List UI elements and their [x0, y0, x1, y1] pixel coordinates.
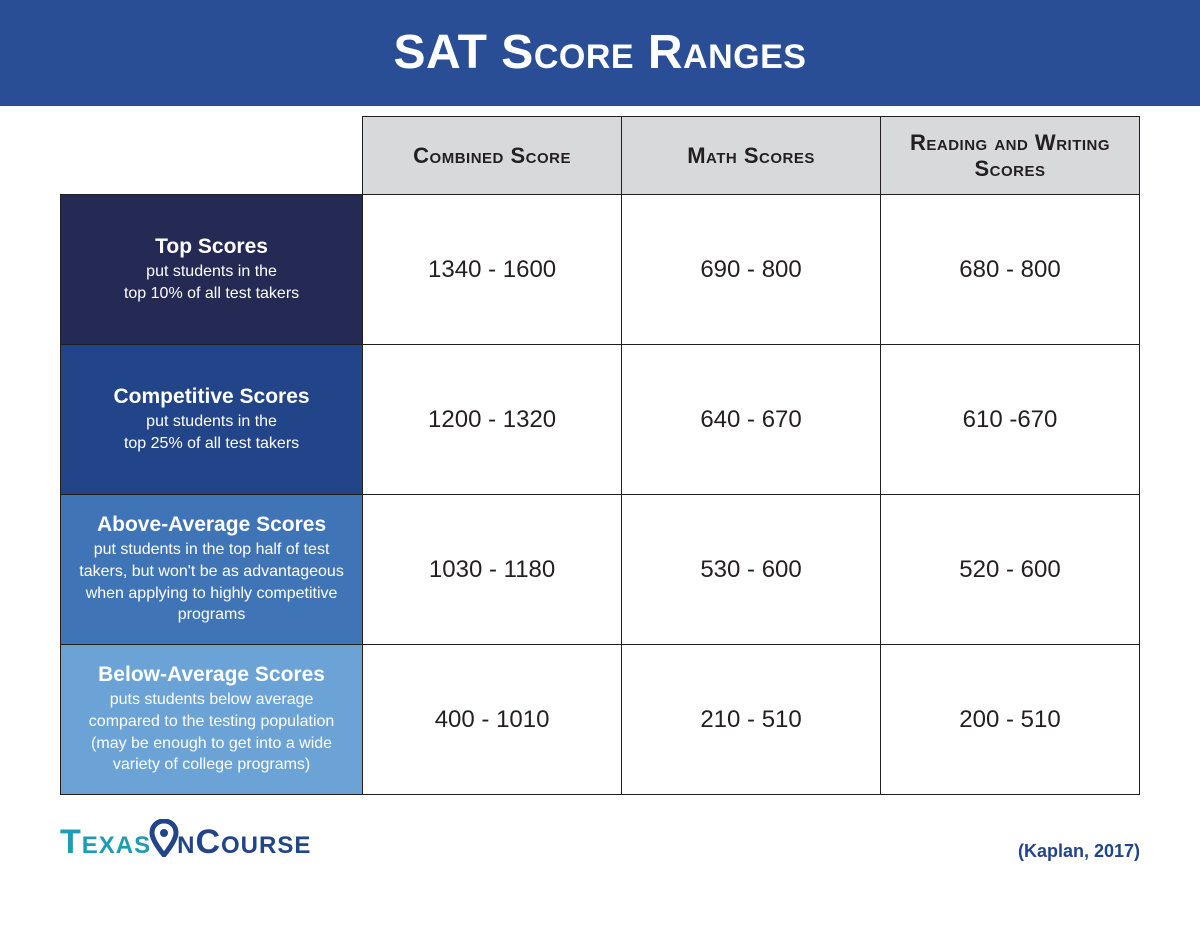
table-cell: 610 -670 [881, 345, 1140, 495]
table-row: Below-Average Scoresputs students below … [61, 645, 1140, 795]
table-row: Above-Average Scoresput students in the … [61, 495, 1140, 645]
table-row: Top Scoresput students in thetop 10% of … [61, 195, 1140, 345]
row-header-title: Competitive Scores [77, 385, 346, 409]
table-header-row: Combined ScoreMath ScoresReading and Wri… [61, 117, 1140, 195]
table-column-header: Math Scores [622, 117, 881, 195]
row-header: Top Scoresput students in thetop 10% of … [61, 195, 363, 345]
row-header-desc: put students in thetop 25% of all test t… [77, 411, 346, 454]
row-header: Competitive Scoresput students in thetop… [61, 345, 363, 495]
row-header-title: Top Scores [77, 235, 346, 259]
table-row: Competitive Scoresput students in thetop… [61, 345, 1140, 495]
row-header-title: Above-Average Scores [77, 513, 346, 537]
logo-texas-text: Texas [60, 823, 151, 862]
table-cell: 200 - 510 [881, 645, 1140, 795]
row-header-desc: puts students below average compared to … [77, 689, 346, 775]
table-cell: 210 - 510 [622, 645, 881, 795]
table-cell: 530 - 600 [622, 495, 881, 645]
row-header: Above-Average Scoresput students in the … [61, 495, 363, 645]
table-cell: 1030 - 1180 [363, 495, 622, 645]
table-cell: 690 - 800 [622, 195, 881, 345]
table-cell: 520 - 600 [881, 495, 1140, 645]
table-column-header: Reading and Writing Scores [881, 117, 1140, 195]
table-container: Combined ScoreMath ScoresReading and Wri… [0, 106, 1200, 795]
table-cell: 1200 - 1320 [363, 345, 622, 495]
row-header-title: Below-Average Scores [77, 663, 346, 687]
row-header-desc: put students in the top half of test tak… [77, 539, 346, 625]
table-cell: 680 - 800 [881, 195, 1140, 345]
table-column-header: Combined Score [363, 117, 622, 195]
title-banner: SAT Score Ranges [0, 0, 1200, 106]
map-pin-icon [149, 819, 179, 862]
footer: Texas nCourse (Kaplan, 2017) [0, 795, 1200, 862]
source-citation: (Kaplan, 2017) [1018, 841, 1140, 862]
row-header: Below-Average Scoresputs students below … [61, 645, 363, 795]
logo-ncourse-text: nCourse [177, 823, 311, 862]
table-corner-blank [61, 117, 363, 195]
table-cell: 640 - 670 [622, 345, 881, 495]
texas-oncourse-logo: Texas nCourse [60, 815, 311, 862]
row-header-desc: put students in thetop 10% of all test t… [77, 261, 346, 304]
table-cell: 1340 - 1600 [363, 195, 622, 345]
table-cell: 400 - 1010 [363, 645, 622, 795]
sat-score-table: Combined ScoreMath ScoresReading and Wri… [60, 116, 1140, 795]
